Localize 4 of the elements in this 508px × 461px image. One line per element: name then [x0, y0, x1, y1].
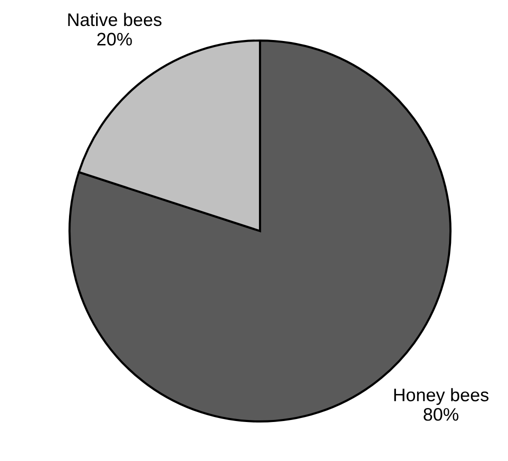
data-label: 20%	[97, 32, 132, 46]
slice-label: Honey bees	[394, 388, 488, 405]
data-label: 80%	[424, 408, 458, 421]
slice-label: Native bees	[68, 12, 162, 26]
